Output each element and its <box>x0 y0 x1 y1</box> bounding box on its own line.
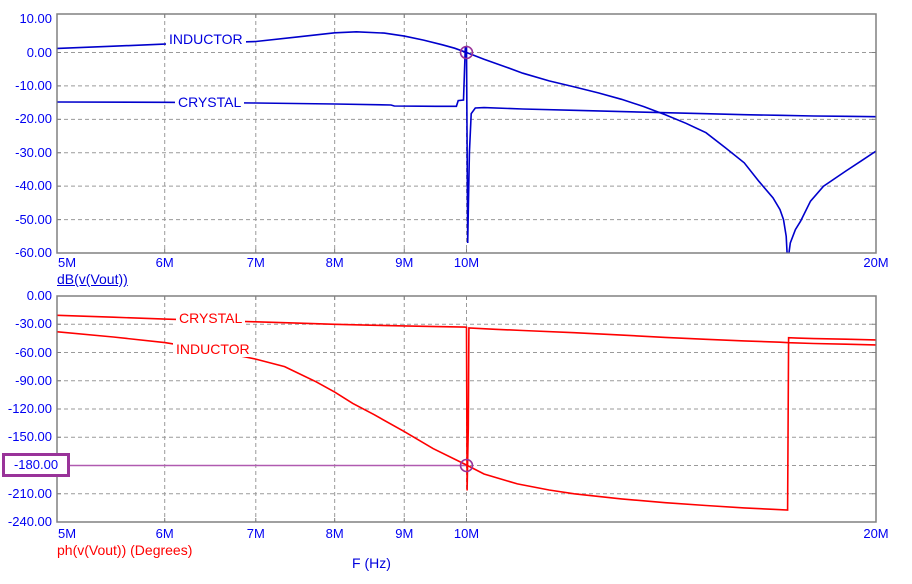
phase-x-tick-label: 8M <box>325 526 344 541</box>
phase-y-tick-label: -120.00 <box>7 401 52 416</box>
phase-y-tick-label: -210.00 <box>7 485 52 501</box>
phase-y-tick-label: 0.00 <box>26 288 52 303</box>
phase-crystal-curve-label: CRYSTAL <box>176 310 246 326</box>
cursor-circle-magnitude[interactable] <box>459 45 474 60</box>
magnitude-axis-name: dB(v(Vout)) <box>57 271 128 287</box>
phase-axis-name: ph(v(Vout)) (Degrees) <box>57 542 193 558</box>
magnitude-y-tick-label: -60.00 <box>15 245 52 260</box>
phase-y-tick-label: -240.00 <box>7 514 52 529</box>
phase-inductor-curve-label: INDUCTOR <box>173 341 253 357</box>
magnitude-y-tick-label: 10.00 <box>19 11 52 27</box>
magnitude-crystal-curve-label: CRYSTAL <box>175 94 245 110</box>
magnitude-curve-crystal <box>57 45 876 244</box>
magnitude-x-tick-label: 10M <box>453 255 480 270</box>
magnitude-y-tick-label: -40.00 <box>15 178 52 194</box>
magnitude-y-tick-label: 0.00 <box>26 44 52 60</box>
magnitude-x-tick-label: 6M <box>155 255 174 270</box>
phase-x-tick-label: 5M <box>58 526 77 541</box>
phase-y-tick-label: -30.00 <box>15 316 52 332</box>
phase-y-tick-label: -60.00 <box>15 344 52 360</box>
magnitude-y-tick-label: -20.00 <box>15 111 52 127</box>
phase-y-tick-label: -150.00 <box>7 429 52 445</box>
magnitude-curve-inductor <box>57 30 876 253</box>
magnitude-x-tick-label: 9M <box>395 255 414 270</box>
magnitude-y-tick-label: -50.00 <box>15 211 52 227</box>
phase-curve-crystal <box>57 314 876 491</box>
phase-x-tick-label: 9M <box>395 526 414 541</box>
magnitude-y-tick-label: -30.00 <box>15 144 52 160</box>
magnitude-x-tick-label: 7M <box>246 255 265 270</box>
magnitude-y-tick-label: -10.00 <box>15 77 52 93</box>
frequency-axis-name: F (Hz) <box>352 555 391 571</box>
magnitude-x-tick-label: 20M <box>863 255 889 270</box>
phase-x-tick-label: 7M <box>246 526 265 541</box>
magnitude-inductor-curve-label: INDUCTOR <box>166 31 246 47</box>
phase-y-tick-label: -90.00 <box>15 372 52 388</box>
phase-x-tick-label: 20M <box>863 526 889 541</box>
phase-x-tick-label: 10M <box>453 526 480 541</box>
magnitude-x-tick-label: 8M <box>325 255 344 270</box>
magnitude-x-tick-label: 5M <box>58 255 77 270</box>
phase-x-tick-label: 6M <box>155 526 174 541</box>
cursor-readout-box: -180.00 <box>2 453 70 477</box>
cursor-circle-phase[interactable] <box>459 458 474 473</box>
phase-curve-inductor <box>57 331 876 511</box>
